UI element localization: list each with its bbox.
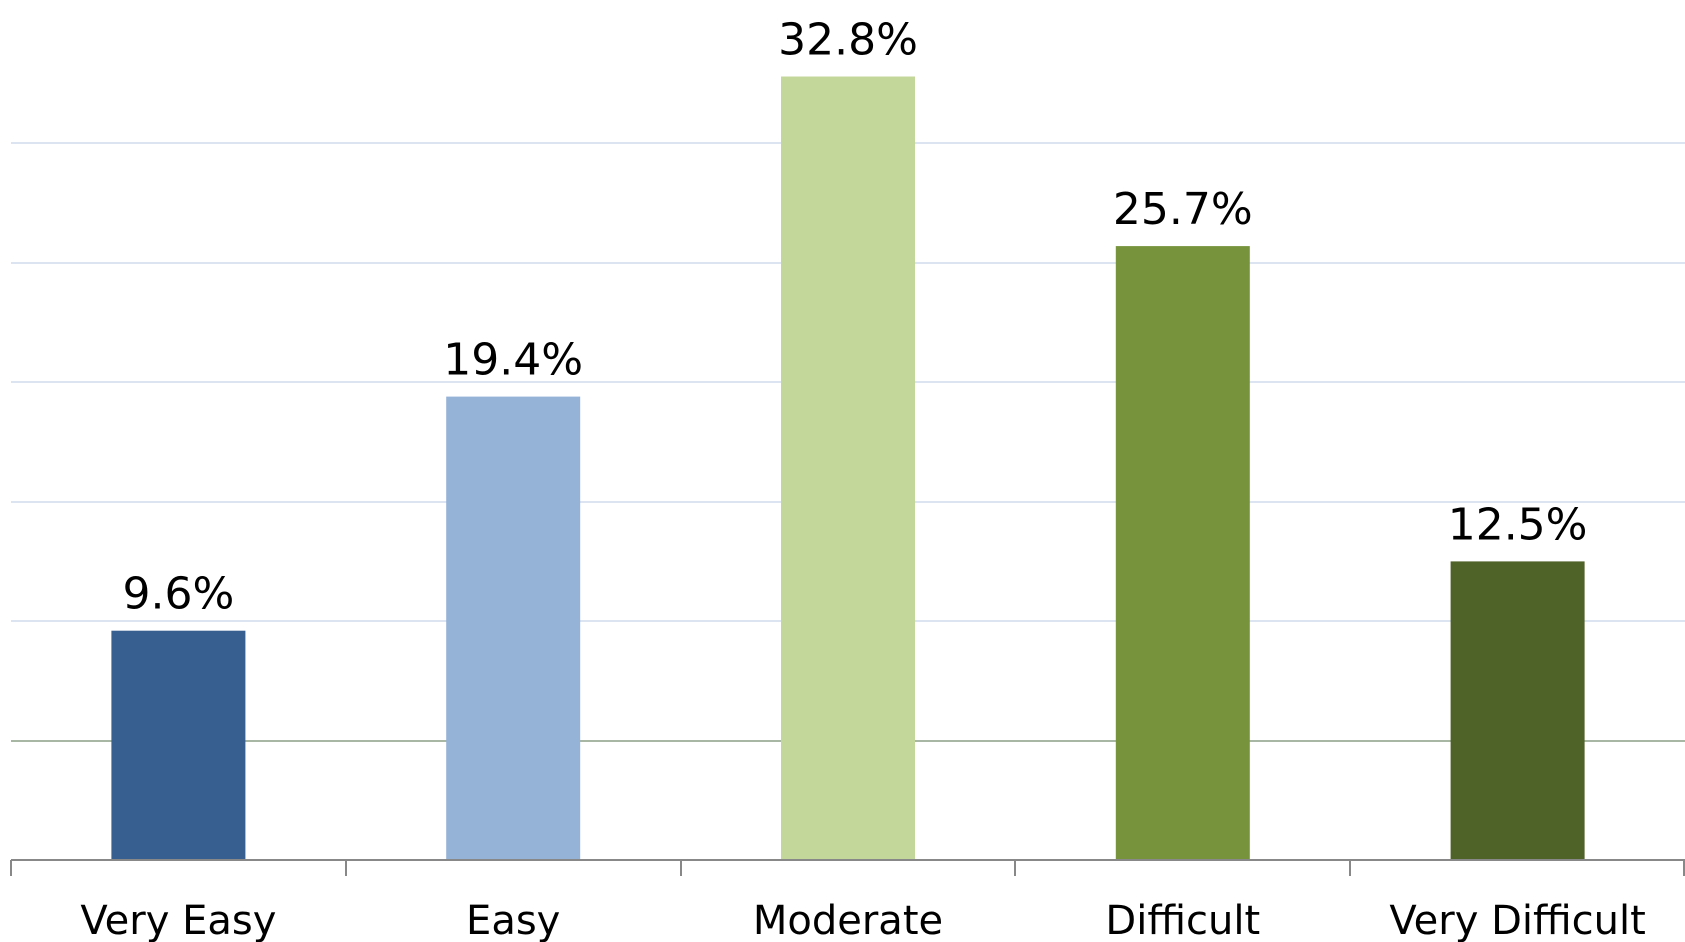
data-label: 32.8% (778, 15, 918, 66)
bar-very-easy (111, 630, 246, 860)
bars (111, 76, 1585, 861)
bar-easy (446, 396, 581, 860)
x-axis: Very Easy Easy Moderate Difficult Very Diffi… (10, 859, 1685, 942)
x-tick-label: Very Difficult (1389, 898, 1645, 942)
data-label: 19.4% (443, 335, 583, 386)
bar-difficult (1115, 246, 1250, 861)
x-tick-label: Very Easy (80, 898, 276, 942)
data-label: 25.7% (1113, 184, 1253, 235)
bar-moderate (781, 76, 915, 860)
x-tick-label: Difficult (1105, 898, 1260, 942)
data-labels: 9.6% 19.4% 32.8% 25.7% 12.5% (123, 15, 1588, 620)
data-label: 12.5% (1448, 499, 1588, 550)
x-tick-label: Easy (466, 898, 560, 942)
x-tick-label: Moderate (753, 898, 943, 942)
data-label: 9.6% (123, 569, 235, 620)
bar-very-difficult (1450, 561, 1585, 860)
